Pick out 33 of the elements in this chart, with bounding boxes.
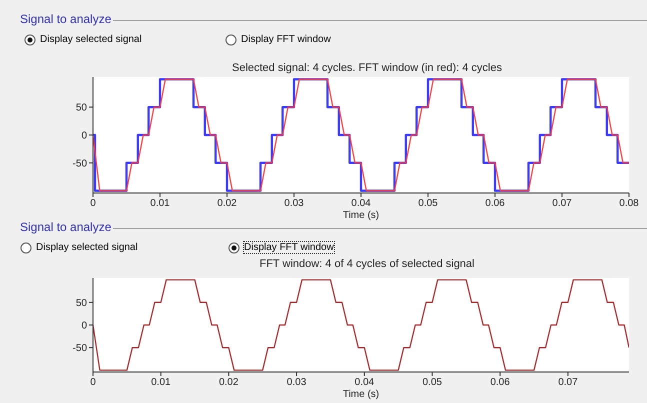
x-tick-label: 0.02 [217,198,238,210]
x-tick-label: 0.05 [422,377,442,388]
x-tick-label: 0.07 [558,377,578,388]
text: Display FFT window [240,33,332,46]
x-axis-title: Time (s) [342,389,380,400]
x-tick-label: 0.04 [351,198,372,210]
text: Display FFT window [243,241,335,254]
text: Display selected signal [35,241,139,254]
x-tick-label: 0 [90,198,96,210]
chart-title: FFT window: 4 of 4 cycles of selected signal [258,258,476,270]
x-tick-label: 0 [90,377,96,388]
x-tick-label: 0.08 [619,198,640,210]
x-tick-label: 0.05 [418,198,438,210]
x-tick-label: 0.02 [218,377,239,388]
chart-title: Selected signal: 4 cycles. FFT window (in red): 4 cycles [230,62,503,74]
x-tick-label: 0.01 [150,198,170,210]
y-tick-label: 50 [76,102,88,114]
x-tick-label: 0.06 [485,198,506,210]
x-tick-label: 0.03 [284,198,304,210]
text: Signal to analyze [18,12,114,26]
x-tick-label: 0.04 [354,377,375,388]
y-tick-label: 0 [81,320,88,332]
x-tick-label: 0.03 [286,377,307,388]
text: Display selected signal [39,33,143,46]
x-axis-title: Time (s) [342,210,380,221]
y-tick-label: 0 [81,130,88,142]
y-tick-label: -50 [72,343,88,354]
text: Signal to analyze [18,220,114,234]
x-tick-label: 0.01 [151,377,172,388]
x-tick-label: 0.07 [552,198,572,210]
x-tick-label: 0.06 [490,377,510,388]
y-tick-label: 50 [76,298,88,309]
y-tick-label: -50 [72,158,88,170]
